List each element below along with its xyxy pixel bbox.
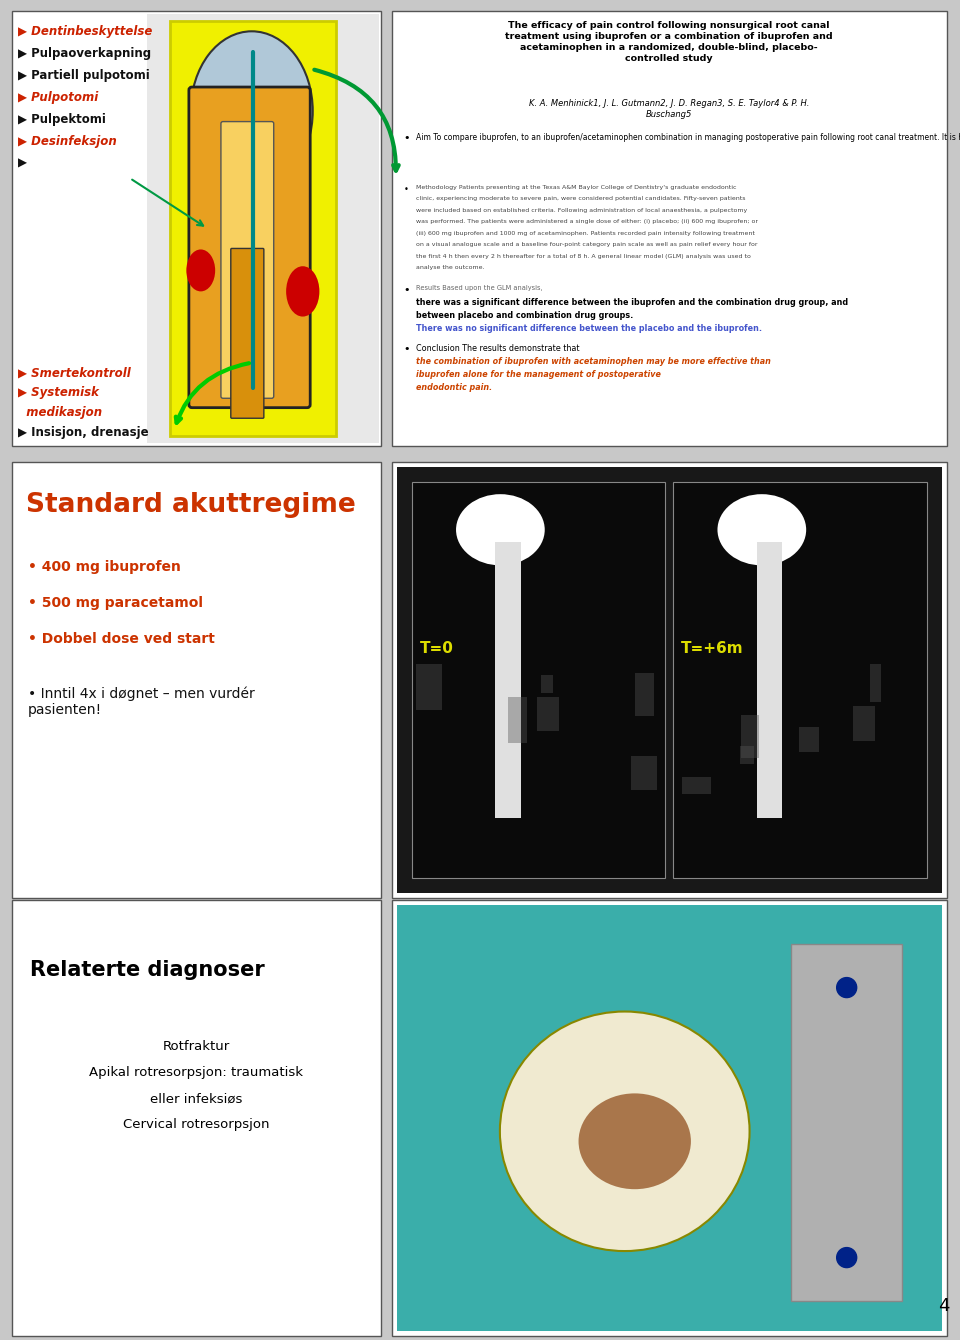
Text: Conclusion The results demonstrate that: Conclusion The results demonstrate that <box>416 344 582 352</box>
Text: the first 4 h then every 2 h thereafter for a total of 8 h. A general linear mod: the first 4 h then every 2 h thereafter … <box>416 253 751 259</box>
Text: ▶ Pulpotomi: ▶ Pulpotomi <box>17 91 98 103</box>
Text: •: • <box>403 185 409 194</box>
Text: Results Based upon the GLM analysis,: Results Based upon the GLM analysis, <box>416 284 544 291</box>
Circle shape <box>837 1248 856 1268</box>
Text: ibuprofen alone for the management of postoperative: ibuprofen alone for the management of po… <box>416 370 660 379</box>
Text: between placebo and combination drug groups.: between placebo and combination drug gro… <box>416 311 636 320</box>
Bar <box>852 706 876 741</box>
Text: •: • <box>403 344 410 354</box>
Bar <box>417 665 442 710</box>
Text: •: • <box>403 284 410 295</box>
Ellipse shape <box>717 494 806 565</box>
Text: Standard akuttregime: Standard akuttregime <box>26 492 355 519</box>
Bar <box>740 746 755 764</box>
Text: T=0: T=0 <box>420 641 453 655</box>
Ellipse shape <box>286 267 320 316</box>
Bar <box>756 541 782 819</box>
Ellipse shape <box>500 1012 750 1252</box>
Text: ▶ Pulpaoverkapning: ▶ Pulpaoverkapning <box>17 47 151 60</box>
Text: • 400 mg ibuprofen: • 400 mg ibuprofen <box>28 560 180 575</box>
Bar <box>870 665 881 702</box>
Text: ▶ Smertekontroll: ▶ Smertekontroll <box>17 366 131 379</box>
Text: 4: 4 <box>939 1297 950 1315</box>
Bar <box>170 20 336 437</box>
Bar <box>12 900 381 1336</box>
Text: Aim To compare ibuprofen, to an ibuprofen/acetaminophen combination in managing : Aim To compare ibuprofen, to an ibuprofe… <box>416 133 960 142</box>
Bar <box>147 13 379 444</box>
Bar <box>799 726 819 752</box>
Text: • 500 mg paracetamol: • 500 mg paracetamol <box>28 596 203 610</box>
Text: Apikal rotresorpsjon: traumatisk: Apikal rotresorpsjon: traumatisk <box>89 1067 303 1080</box>
Bar <box>412 482 665 878</box>
Ellipse shape <box>186 249 215 291</box>
FancyBboxPatch shape <box>230 248 264 418</box>
Bar <box>632 756 658 789</box>
Text: ▶ Dentinbeskyttelse: ▶ Dentinbeskyttelse <box>17 24 152 38</box>
Text: there was a significant difference between the ibuprofen and the combination dru: there was a significant difference betwe… <box>416 297 848 307</box>
Text: the combination of ibuprofen with acetaminophen may be more effective than: the combination of ibuprofen with acetam… <box>416 356 771 366</box>
Bar <box>537 697 559 730</box>
Circle shape <box>837 978 856 997</box>
Text: K. A. Menhinick1, J. L. Gutmann2, J. D. Regan3, S. E. Taylor4 & P. H.
Buschang5: K. A. Menhinick1, J. L. Gutmann2, J. D. … <box>529 99 809 119</box>
Bar <box>12 462 381 898</box>
Text: ▶ Systemisk: ▶ Systemisk <box>17 386 99 399</box>
Ellipse shape <box>579 1093 691 1189</box>
Text: ▶: ▶ <box>17 157 27 170</box>
Text: Relaterte diagnoser: Relaterte diagnoser <box>30 961 264 981</box>
Text: Methodology Patients presenting at the Texas A&M Baylor College of Dentistry's g: Methodology Patients presenting at the T… <box>416 185 736 190</box>
Bar <box>495 541 520 819</box>
Bar <box>508 697 527 744</box>
FancyBboxPatch shape <box>221 122 274 398</box>
Bar <box>392 462 947 898</box>
Text: ▶ Partiell pulpotomi: ▶ Partiell pulpotomi <box>17 68 149 82</box>
Text: Rotfraktur: Rotfraktur <box>162 1040 230 1053</box>
Bar <box>673 482 926 878</box>
Bar <box>396 468 942 892</box>
Text: medikasjon: medikasjon <box>17 406 102 419</box>
Bar <box>396 906 942 1331</box>
Text: ▶ Insisjon, drenasje: ▶ Insisjon, drenasje <box>17 426 148 440</box>
Text: was performed. The patients were administered a single dose of either: (i) place: was performed. The patients were adminis… <box>416 220 757 224</box>
Text: clinic, experiencing moderate to severe pain, were considered potential candidat: clinic, experiencing moderate to severe … <box>416 196 745 201</box>
Text: There was no significant difference between the placebo and the ibuprofen.: There was no significant difference betw… <box>416 324 761 332</box>
Text: were included based on established criteria. Following administration of local a: were included based on established crite… <box>416 208 747 213</box>
Text: •: • <box>403 133 410 143</box>
Bar <box>392 11 947 446</box>
Bar <box>12 11 381 446</box>
Text: on a visual analogue scale and a baseline four-point category pain scale as well: on a visual analogue scale and a baselin… <box>416 243 757 247</box>
Text: analyse the outcome.: analyse the outcome. <box>416 265 484 271</box>
Text: The efficacy of pain control following nonsurgical root canal
treatment using ib: The efficacy of pain control following n… <box>505 20 833 63</box>
Text: ▶ Pulpektomi: ▶ Pulpektomi <box>17 113 106 126</box>
Ellipse shape <box>456 494 544 565</box>
Text: • Dobbel dose ved start: • Dobbel dose ved start <box>28 632 214 646</box>
Bar <box>682 777 711 795</box>
Text: (iii) 600 mg ibuprofen and 1000 mg of acetaminophen. Patients recorded pain inte: (iii) 600 mg ibuprofen and 1000 mg of ac… <box>416 230 755 236</box>
Ellipse shape <box>191 31 313 190</box>
FancyBboxPatch shape <box>189 87 310 407</box>
Bar <box>791 945 902 1301</box>
Text: T=+6m: T=+6m <box>681 641 744 655</box>
Text: • Inntil 4x i døgnet – men vurdér
pasienten!: • Inntil 4x i døgnet – men vurdér pasien… <box>28 686 254 717</box>
Text: endodontic pain.: endodontic pain. <box>416 383 492 391</box>
Bar <box>541 675 553 693</box>
Bar <box>635 674 654 716</box>
Bar <box>392 900 947 1336</box>
Text: Cervical rotresorpsjon: Cervical rotresorpsjon <box>123 1119 270 1131</box>
Bar <box>741 716 759 758</box>
Text: ▶ Desinfeksjon: ▶ Desinfeksjon <box>17 135 116 147</box>
Text: eller infeksiøs: eller infeksiøs <box>150 1092 243 1106</box>
